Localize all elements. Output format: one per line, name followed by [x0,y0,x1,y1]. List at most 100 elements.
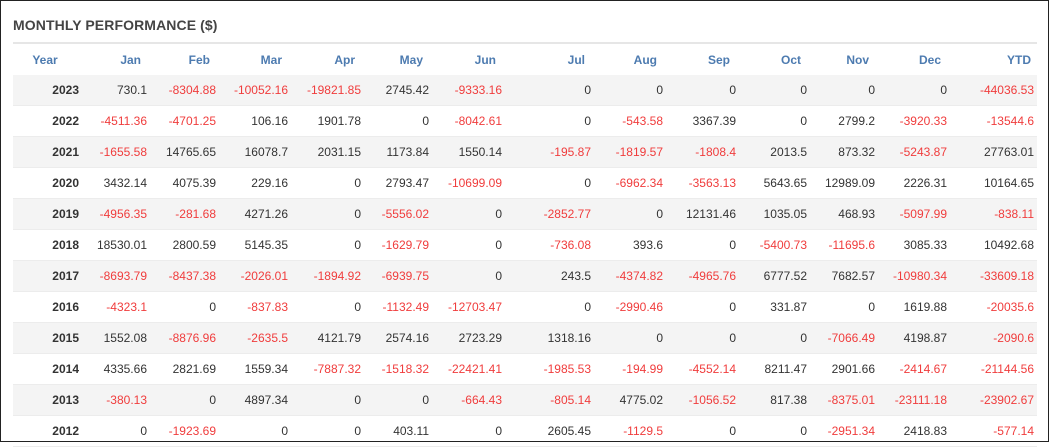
value-cell-aug: -2990.46 [597,291,669,323]
column-header-dec[interactable]: Dec [918,52,941,67]
column-header-aug[interactable]: Aug [633,52,657,67]
value-cell-mar: 1559.34 [222,353,294,385]
column-header-jan[interactable]: Jan [120,52,141,67]
value-cell-nov: 468.93 [813,198,881,230]
column-header-nov[interactable]: Nov [846,52,869,67]
value-cell-apr: -1894.92 [294,260,367,292]
value-cell-apr: 0 [294,291,367,323]
value-cell-jun: -22421.41 [435,353,508,385]
value-cell-jul: 0 [508,167,597,199]
value-cell-may: 1173.84 [367,136,435,168]
column-header-ytd[interactable]: YTD [1007,52,1031,67]
value-cell-may: 2793.47 [367,167,435,199]
value-cell-apr: 4121.79 [294,322,367,354]
column-header-oct[interactable]: Oct [780,52,801,67]
column-header-year[interactable]: Year [32,52,58,67]
value-cell-jan: -1655.58 [85,136,153,168]
value-cell-apr: 0 [294,167,367,199]
column-header-may[interactable]: May [399,52,423,67]
value-cell-ytd: -44036.53 [953,75,1037,106]
value-cell-aug: 0 [597,198,669,230]
value-cell-may: 0 [367,384,435,416]
value-cell-jan: 3432.14 [85,167,153,199]
value-cell-feb: 0 [153,384,222,416]
value-cell-aug: 4775.02 [597,384,669,416]
table-row: 2021 -1655.58 14765.65 16078.7 2031.15 1173.8… [13,136,1037,168]
table-row: 2013 -380.13 0 4897.34 0 0 -664.43 -805.14 4775.… [13,384,1037,416]
value-cell-aug: 393.6 [597,229,669,261]
value-cell-dec: -3920.33 [881,105,953,137]
value-cell-ytd: -21144.56 [953,353,1037,385]
value-cell-oct: 0 [742,322,813,354]
value-cell-nov: -11695.6 [813,229,881,261]
value-cell-dec: -2414.67 [881,353,953,385]
value-cell-jun: 0 [435,198,508,230]
value-cell-ytd: -13544.6 [953,105,1037,137]
column-header-sep[interactable]: Sep [707,52,730,67]
value-cell-sep: 3367.39 [669,105,742,137]
column-header-jul[interactable]: Jul [567,52,585,67]
value-cell-jan: -4511.36 [85,105,153,137]
table-row: 2020 3432.14 4075.39 229.16 0 2793.47 -10699.0… [13,167,1037,199]
year-cell: 2021 [13,136,85,168]
value-cell-jul: 0 [508,75,597,106]
value-cell-may: -5556.02 [367,198,435,230]
value-cell-mar: 229.16 [222,167,294,199]
column-header-mar[interactable]: Mar [260,52,282,67]
value-cell-ytd: -838.11 [953,198,1037,230]
value-cell-feb: -281.68 [153,198,222,230]
value-cell-mar: -2026.01 [222,260,294,292]
value-cell-nov: 12989.09 [813,167,881,199]
value-cell-mar: -2635.5 [222,322,294,354]
value-cell-ytd: -23902.67 [953,384,1037,416]
value-cell-mar: 16078.7 [222,136,294,168]
value-cell-oct: 6777.52 [742,260,813,292]
value-cell-apr: 2031.15 [294,136,367,168]
value-cell-dec: 4198.87 [881,322,953,354]
table-row: 2022 -4511.36 -4701.25 106.16 1901.78 0 -8042.… [13,105,1037,137]
value-cell-nov: 7682.57 [813,260,881,292]
value-cell-jan: 730.1 [85,75,153,106]
year-cell: 2023 [13,75,85,106]
value-cell-jul: 0 [508,105,597,137]
value-cell-dec: 3085.33 [881,229,953,261]
value-cell-ytd: 10492.68 [953,229,1037,261]
value-cell-jul: -2852.77 [508,198,597,230]
year-cell: 2020 [13,167,85,199]
value-cell-jun: -10699.09 [435,167,508,199]
value-cell-may: 2745.42 [367,75,435,106]
value-cell-feb: 0 [153,291,222,323]
value-cell-nov: 0 [813,75,881,106]
year-cell: 2022 [13,105,85,137]
title-divider [13,42,1037,44]
year-cell: 2016 [13,291,85,323]
value-cell-apr: -19821.85 [294,75,367,106]
year-cell: 2018 [13,229,85,261]
column-header-jun[interactable]: Jun [474,52,496,67]
value-cell-jul: -736.08 [508,229,597,261]
year-cell: 2017 [13,260,85,292]
value-cell-jun: -9333.16 [435,75,508,106]
value-cell-jan: -380.13 [85,384,153,416]
value-cell-jul: -195.87 [508,136,597,168]
year-cell: 2013 [13,384,85,416]
value-cell-feb: -4701.25 [153,105,222,137]
column-header-feb[interactable]: Feb [188,52,210,67]
value-cell-ytd: 10164.65 [953,167,1037,199]
value-cell-jan: 1552.08 [85,322,153,354]
value-cell-may: 0 [367,105,435,137]
column-header-apr[interactable]: Apr [334,52,355,67]
value-cell-jun: -8042.61 [435,105,508,137]
value-cell-jul: 243.5 [508,260,597,292]
value-cell-oct: 331.87 [742,291,813,323]
table-row: 2019 -4956.35 -281.68 4271.26 0 -5556.02 0 -285… [13,198,1037,230]
value-cell-nov: 2901.66 [813,353,881,385]
value-cell-jun: -664.43 [435,384,508,416]
value-cell-feb: -8876.96 [153,322,222,354]
value-cell-aug: 0 [597,75,669,106]
year-cell: 2015 [13,322,85,354]
value-cell-may: -1629.79 [367,229,435,261]
value-cell-sep: 0 [669,75,742,106]
value-cell-oct: 2013.5 [742,136,813,168]
